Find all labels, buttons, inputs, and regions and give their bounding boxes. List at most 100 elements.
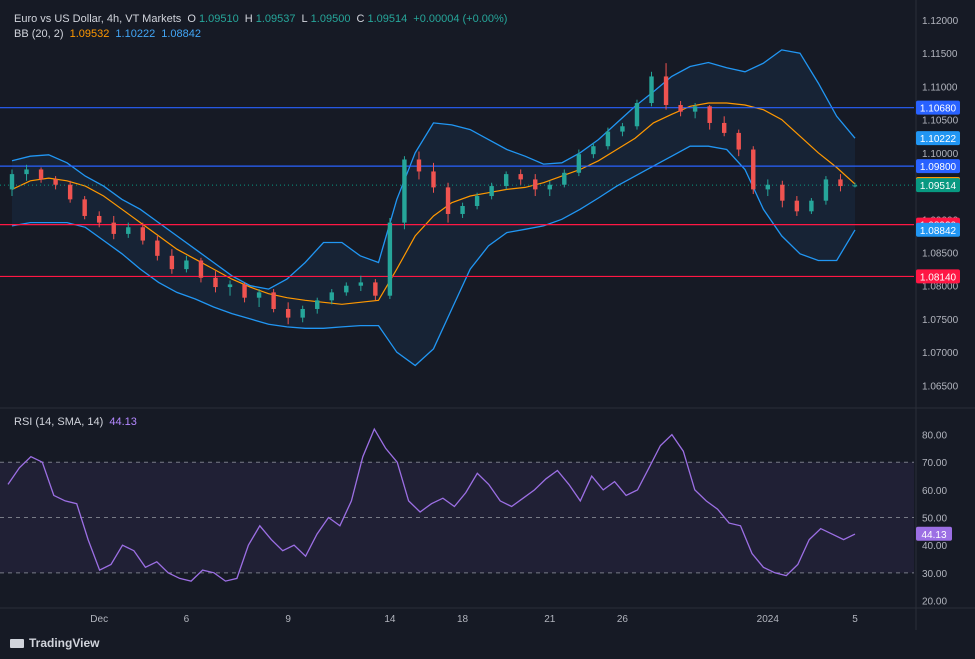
rsi-tick-label: 70.00 (922, 458, 947, 469)
candle-body (271, 292, 276, 309)
candle-body (126, 227, 131, 234)
bb-upper-value: 1.10222 (115, 28, 156, 40)
high-value: 1.09537 (255, 13, 296, 25)
close-value: 1.09514 (367, 13, 408, 25)
candle-body (140, 227, 146, 241)
indicator-price-label: 1.08842 (920, 226, 957, 237)
bb-band-fill (12, 49, 855, 366)
candle-body (198, 260, 204, 278)
level-price-label: 1.10680 (920, 104, 957, 115)
bb-lower-line (11, 145, 856, 367)
bb-basis-value: 1.09532 (69, 28, 110, 40)
candle-body (315, 300, 320, 309)
bb-basis-line (11, 102, 856, 305)
candle-body (53, 179, 58, 185)
candle-body (605, 131, 611, 147)
candle-body (213, 277, 218, 288)
candle-body (707, 106, 712, 123)
rsi-value-label: 44.13 (921, 530, 946, 541)
candle-body (169, 255, 175, 270)
candle-body (9, 174, 15, 190)
tradingview-logo-icon (10, 638, 24, 648)
time-tick-label: 26 (617, 614, 629, 625)
candle-body (97, 215, 102, 223)
candle-body (474, 196, 480, 206)
candle-body (794, 200, 800, 212)
candle-body (591, 146, 596, 155)
candle-body (82, 199, 87, 216)
price-tick-label: 1.10500 (922, 116, 959, 127)
symbol-legend: Euro vs US Dollar, 4h, VT Markets O 1.095… (14, 13, 510, 25)
candle-body (184, 260, 189, 270)
candle-body (751, 149, 756, 190)
candle-body (344, 285, 349, 293)
rsi-tick-label: 80.00 (922, 431, 947, 442)
candle-body (518, 174, 523, 180)
candle-body (402, 159, 407, 223)
price-tick-label: 1.07500 (922, 315, 959, 326)
candle-body (620, 126, 625, 132)
candle-body (300, 308, 305, 318)
indicator-price-label: 1.09514 (920, 181, 957, 192)
bb-legend: BB (20, 2) 1.09532 1.10222 1.08842 (14, 28, 204, 40)
rsi-line (7, 427, 856, 582)
candle-body (242, 284, 247, 298)
candle-body (227, 284, 233, 288)
candle-body (155, 240, 160, 256)
candle-body (692, 106, 698, 112)
indicator-price-tag (916, 178, 960, 193)
bb-label: BB (20, 2) (14, 28, 64, 40)
high-label: H (244, 13, 253, 25)
level-price-label: 1.09800 (920, 162, 957, 173)
candle-body (838, 179, 843, 187)
candle-body (111, 222, 116, 234)
rsi-tick-label: 30.00 (922, 569, 947, 580)
low-value: 1.09500 (310, 13, 351, 25)
rsi-tick-label: 50.00 (922, 514, 947, 525)
candle-body (24, 169, 29, 175)
rsi-value-tag (916, 526, 952, 541)
candle-body (852, 185, 858, 187)
close-label: C (356, 13, 365, 25)
low-label: L (301, 13, 308, 25)
candle-body (416, 159, 422, 172)
time-tick-label: 5 (852, 614, 858, 625)
symbol-title: Euro vs US Dollar, 4h, VT Markets (14, 13, 182, 25)
time-tick-label: 18 (457, 614, 469, 625)
open-value: 1.09510 (198, 13, 239, 25)
bb-lower-value: 1.08842 (161, 28, 202, 40)
rsi-tick-label: 20.00 (922, 596, 947, 607)
open-label: O (187, 13, 196, 25)
bb-upper-line (11, 49, 856, 290)
candle-body (445, 187, 451, 214)
indicator-price-tag (916, 222, 960, 237)
level-price-tag (916, 100, 960, 115)
candle-body (460, 206, 465, 214)
candle-body (649, 76, 654, 104)
indicator-price-tag (916, 131, 960, 146)
candle-body (256, 292, 262, 298)
candle-body (387, 222, 393, 296)
candle-body (38, 169, 44, 180)
candle-body (576, 154, 582, 173)
candle-body (547, 184, 552, 190)
candle-body (823, 179, 829, 201)
price-tick-label: 1.06500 (922, 381, 959, 392)
candle-body (678, 105, 683, 112)
candle-body (373, 282, 378, 296)
change-value: +0.00004 (+0.00%) (413, 13, 508, 25)
rsi-tick-label: 60.00 (922, 486, 947, 497)
candle-body (562, 172, 567, 185)
candle-body (431, 171, 436, 188)
time-tick-label: 2024 (757, 614, 780, 625)
level-price-tag (916, 269, 960, 284)
candle-body (489, 186, 494, 197)
candle-body (809, 200, 814, 212)
candle-body (67, 184, 73, 200)
candle-body (780, 184, 785, 201)
tradingview-watermark: TradingView (10, 636, 99, 650)
price-tick-label: 1.08000 (922, 282, 959, 293)
indicator-price-label: 1.10222 (920, 134, 957, 145)
